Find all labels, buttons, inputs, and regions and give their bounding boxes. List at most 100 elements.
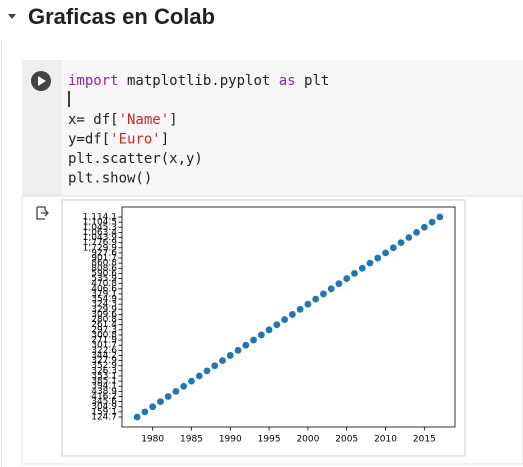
point <box>265 326 273 334</box>
point <box>374 254 382 262</box>
y-tick-label: 352.9 <box>91 361 117 371</box>
point <box>335 280 343 288</box>
point <box>366 259 374 267</box>
y-tick-label: 322.6 <box>91 346 117 356</box>
code-line: import matplotlib.pyplot as plt <box>68 73 329 89</box>
y-tick-label: 324.3 <box>91 300 117 310</box>
y-tick-label: 300.8 <box>91 330 117 340</box>
point <box>180 382 188 390</box>
y-tick-label: 927.6 <box>91 248 117 258</box>
y-tick-label: 261.4 <box>91 320 117 330</box>
y-tick-label: 535.9 <box>91 274 117 284</box>
point <box>413 228 420 236</box>
y-tick-label: 327.9 <box>91 356 117 366</box>
y-tick-label: 379.1 <box>91 289 117 299</box>
y-tick-label: 808.6 <box>91 264 117 274</box>
point <box>149 403 157 411</box>
code-token: matplotlib.pyplot <box>119 73 279 89</box>
code-line: x= df['Name'] <box>68 112 178 128</box>
y-tick-label: 1,776.9 <box>83 238 118 248</box>
code-token: 'Euro' <box>110 132 161 148</box>
x-tick-label: 2015 <box>413 435 436 445</box>
code-token: ] <box>161 132 169 148</box>
x-tick-label: 2005 <box>335 435 358 445</box>
y-tick-label: 394.1 <box>91 382 117 392</box>
code-line: plt.show() <box>68 171 152 187</box>
y-tick-label: 1,104.5 <box>83 218 117 228</box>
output-icon[interactable] <box>36 206 49 220</box>
y-tick-label: 304.9 <box>91 402 117 412</box>
point <box>234 346 242 354</box>
point <box>382 249 389 257</box>
y-tick-label: 353.1 <box>91 371 117 381</box>
point <box>405 234 413 241</box>
code-token: plt.scatter(x,y) <box>68 151 203 167</box>
y-tick-label: 1,043.9 <box>83 233 118 243</box>
y-tick-label: 406.6 <box>91 284 117 294</box>
point <box>172 387 180 395</box>
point <box>226 352 234 359</box>
y-tick-label: 901.7 <box>91 254 117 264</box>
y-tick-label: 1,045.3 <box>83 223 117 233</box>
code-token: x= df[ <box>68 112 119 128</box>
section-title: Graficas en Colab <box>28 4 215 29</box>
y-tick-label: 326.3 <box>91 366 117 376</box>
point <box>296 305 304 313</box>
point <box>133 413 141 421</box>
x-tick-label: 1985 <box>180 435 203 445</box>
code-token: plt.show() <box>68 171 152 187</box>
x-tick-label: 2010 <box>374 435 397 445</box>
point <box>273 321 281 329</box>
y-tick-label: 345.6 <box>91 397 117 407</box>
point <box>203 367 211 375</box>
point <box>320 290 327 298</box>
point <box>397 239 405 247</box>
point <box>219 357 226 364</box>
x-tick-label: 2000 <box>296 435 319 445</box>
y-tick-label: 354.9 <box>91 295 117 305</box>
y-tick-label: 344.2 <box>91 351 117 361</box>
y-tick-label: 416.2 <box>91 392 117 402</box>
point <box>304 300 312 308</box>
y-tick-label: 470.8 <box>91 279 117 289</box>
point <box>141 408 149 416</box>
point <box>389 244 397 252</box>
point <box>281 316 289 323</box>
y-tick-label: 590.6 <box>91 269 117 279</box>
point <box>358 264 366 272</box>
y-tick-label: 385.1 <box>91 377 117 387</box>
point <box>420 223 428 231</box>
code-token: import <box>68 73 119 89</box>
code-token: 'Name' <box>119 112 170 128</box>
point <box>312 295 320 303</box>
point <box>257 331 265 339</box>
code-line: plt.scatter(x,y) <box>68 151 203 167</box>
point <box>211 362 219 370</box>
y-tick-label: 1,114.1 <box>83 213 117 223</box>
collapse-toggle[interactable] <box>8 14 16 19</box>
y-tick-label: 329.9 <box>91 305 117 315</box>
y-tick-label: 438.9 <box>91 387 117 397</box>
x-tick-label: 1990 <box>219 435 242 445</box>
y-tick-label: 1,729.9 <box>83 243 118 253</box>
point <box>250 336 257 344</box>
code-token: plt <box>296 73 330 89</box>
point <box>327 285 335 293</box>
point <box>242 341 250 349</box>
point <box>195 372 203 380</box>
code-token: ] <box>169 112 177 128</box>
y-tick-label: 297.3 <box>91 325 117 335</box>
point <box>157 398 164 406</box>
axes-frame <box>121 206 456 428</box>
point <box>351 270 358 277</box>
point <box>428 218 436 226</box>
code-editor[interactable] <box>62 60 523 196</box>
y-tick-label: 280.8 <box>91 315 117 325</box>
point <box>188 377 195 385</box>
y-tick-label: 309.6 <box>91 310 117 320</box>
code-line: y=df['Euro'] <box>68 132 169 148</box>
y-tick-label: 124.7 <box>91 413 117 423</box>
y-tick-label: 159.1 <box>91 407 117 417</box>
